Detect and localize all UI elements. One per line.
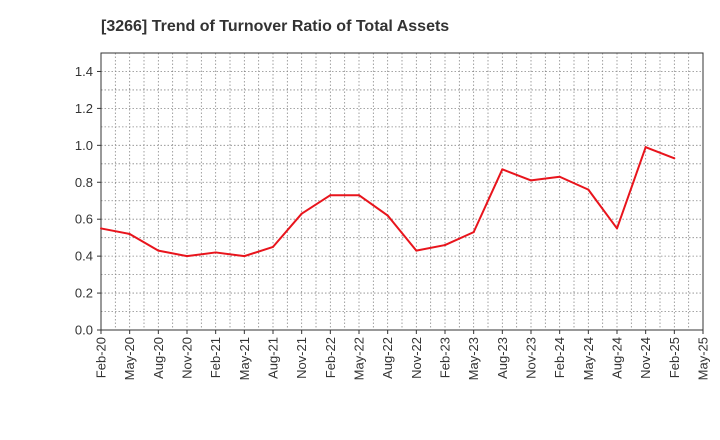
- data-point: [673, 157, 676, 160]
- x-tick-label: May-25: [696, 337, 711, 380]
- data-point: [243, 255, 246, 258]
- y-tick-label: 0.6: [75, 212, 93, 227]
- plot-area: [100, 52, 704, 331]
- data-point: [501, 168, 504, 171]
- data-point: [415, 249, 418, 252]
- x-tick-label: Nov-20: [180, 337, 195, 379]
- data-point: [358, 194, 360, 197]
- x-tick-label: May-22: [352, 337, 367, 380]
- x-tick-label: Aug-23: [495, 337, 510, 379]
- x-tick-label: Feb-21: [208, 337, 223, 378]
- data-point: [444, 244, 446, 247]
- x-tick-label: Feb-25: [667, 337, 682, 378]
- y-tick-label: 0.8: [75, 175, 93, 190]
- x-tick-label: May-24: [581, 337, 596, 380]
- data-point: [530, 179, 532, 182]
- data-point: [558, 175, 561, 178]
- data-point: [128, 232, 131, 235]
- x-axis: Feb-20 May-20 Aug-20 Nov-20 Feb-21 May-21 Aug-…: [94, 330, 711, 380]
- grid: [101, 53, 703, 330]
- data-point: [386, 214, 389, 217]
- y-tick-label: 0.0: [75, 323, 93, 338]
- x-tick-label: Aug-21: [266, 337, 281, 379]
- x-tick-label: Feb-20: [94, 337, 109, 378]
- y-tick-label: 0.2: [75, 286, 93, 301]
- data-point: [329, 194, 332, 197]
- x-tick-label: May-20: [122, 337, 137, 380]
- y-tick-label: 1.0: [75, 138, 93, 153]
- x-tick-label: Nov-24: [638, 337, 653, 379]
- y-tick-label: 0.4: [75, 249, 93, 264]
- y-tick-label: 1.2: [75, 101, 93, 116]
- data-point: [186, 255, 188, 258]
- x-tick-label: Feb-22: [323, 337, 338, 378]
- chart-title: [3266] Trend of Turnover Ratio of Total …: [101, 18, 449, 35]
- x-tick-label: Aug-20: [151, 337, 166, 379]
- data-point: [214, 251, 217, 254]
- x-tick-label: Nov-22: [409, 337, 424, 379]
- data-point: [272, 245, 274, 248]
- data-point: [587, 188, 590, 191]
- data-point: [616, 227, 618, 230]
- x-tick-label: May-23: [466, 337, 481, 380]
- x-tick-label: Aug-24: [610, 337, 625, 379]
- x-tick-label: Aug-22: [380, 337, 395, 379]
- data-point: [644, 146, 647, 149]
- x-tick-label: Nov-23: [524, 337, 539, 379]
- y-tick-label: 1.4: [75, 64, 93, 79]
- y-axis: 0.0 0.2 0.4 0.6 0.8 1.0 1.2 1.4: [75, 64, 101, 338]
- x-tick-label: Nov-21: [294, 337, 309, 379]
- data-point: [300, 212, 303, 215]
- x-tick-label: Feb-23: [438, 337, 453, 378]
- series-layer: [100, 146, 676, 258]
- data-point: [100, 227, 102, 230]
- data-point: [472, 231, 475, 234]
- x-tick-label: May-21: [237, 337, 252, 380]
- data-point: [157, 249, 160, 252]
- x-tick-label: Feb-24: [552, 337, 567, 378]
